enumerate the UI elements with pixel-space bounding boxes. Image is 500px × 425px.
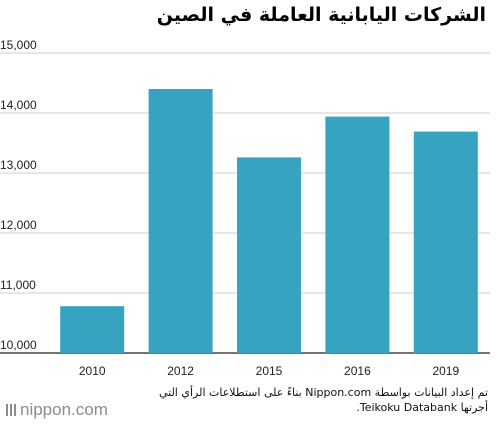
source-note: تم إعداد البيانات بواسطة Nippon.com بناء… xyxy=(158,386,488,414)
x-tick-label-2010: 2010 xyxy=(79,364,106,378)
x-axis-labels: 2010 2012 2015 2016 2019 xyxy=(79,364,460,378)
nippon-logo-icon xyxy=(6,404,16,416)
bars xyxy=(60,89,478,353)
y-tick-label-10000: 10,000 xyxy=(0,338,37,352)
y-tick-label-13000: 13,000 xyxy=(0,158,37,172)
y-tick-label-11000: 11,000 xyxy=(0,278,36,292)
x-tick-label-2012: 2012 xyxy=(167,364,194,378)
bar-2019 xyxy=(413,131,478,353)
bar-2010 xyxy=(60,306,125,353)
bar-2015 xyxy=(237,157,301,353)
y-tick-label-12000: 12,000 xyxy=(0,218,37,232)
x-tick-label-2015: 2015 xyxy=(256,364,283,378)
brand-name: nippon.com xyxy=(20,400,108,419)
y-tick-label-15000: 15,000 xyxy=(0,38,37,52)
chart-title: الشركات اليابانية العاملة في الصين xyxy=(156,4,486,26)
bar-2016 xyxy=(325,116,390,353)
bar-2012 xyxy=(148,89,213,353)
brand-logo: nippon.com xyxy=(6,400,108,420)
y-axis-labels: 10,000 11,000 12,000 13,000 14,000 15,000 xyxy=(0,38,37,352)
x-tick-label-2016: 2016 xyxy=(344,364,371,378)
x-tick-label-2019: 2019 xyxy=(432,364,459,378)
y-tick-label-14000: 14,000 xyxy=(0,98,37,112)
bar-chart: 10,000 11,000 12,000 13,000 14,000 15,000 201… xyxy=(0,38,490,378)
